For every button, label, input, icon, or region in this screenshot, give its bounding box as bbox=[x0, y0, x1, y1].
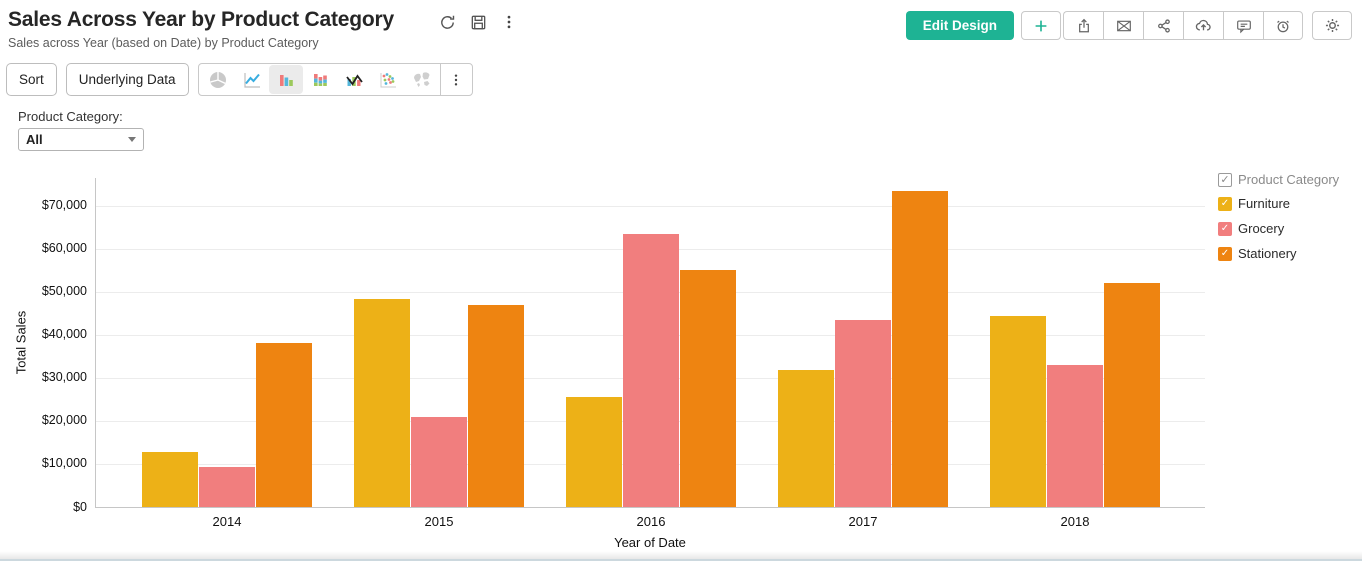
y-axis-tick-label: $60,000 bbox=[41, 241, 87, 256]
checkbox-icon[interactable]: ✓ bbox=[1218, 221, 1232, 236]
settings-icon[interactable] bbox=[1312, 11, 1352, 40]
gridline bbox=[95, 205, 1205, 207]
scatter-chart-icon[interactable] bbox=[371, 65, 405, 94]
checkbox-icon[interactable]: ✓ bbox=[1218, 172, 1232, 187]
more-vertical-icon[interactable] bbox=[498, 11, 520, 33]
report-action-group bbox=[1063, 11, 1303, 40]
y-axis-line bbox=[95, 178, 96, 507]
page-subtitle: Sales across Year (based on Date) by Pro… bbox=[8, 36, 319, 50]
x-axis-category-label: 2016 bbox=[636, 514, 666, 529]
title-actions bbox=[436, 11, 520, 33]
x-axis-category-label: 2018 bbox=[1060, 514, 1090, 529]
header-actions: Edit Design bbox=[905, 11, 1352, 40]
line-chart-icon[interactable] bbox=[235, 65, 269, 94]
chart-type-switcher bbox=[197, 63, 473, 96]
combo-chart-icon[interactable] bbox=[337, 65, 371, 94]
y-axis-tick-label: $40,000 bbox=[41, 327, 87, 342]
bar-stationery-2015[interactable] bbox=[468, 305, 525, 507]
y-axis-tick-label: $0 bbox=[73, 499, 87, 514]
pie-chart-icon[interactable] bbox=[201, 65, 235, 94]
legend-title-row[interactable]: ✓ Product Category bbox=[1218, 172, 1339, 187]
divider bbox=[439, 63, 441, 96]
bar-stationery-2017[interactable] bbox=[892, 190, 949, 507]
bar-furniture-2017[interactable] bbox=[777, 370, 834, 507]
bar-furniture-2015[interactable] bbox=[353, 299, 410, 507]
page-title: Sales Across Year by Product Category bbox=[8, 8, 394, 31]
filter-label: Product Category: bbox=[18, 109, 123, 124]
edit-design-button[interactable]: Edit Design bbox=[905, 11, 1014, 40]
checkbox-icon[interactable]: ✓ bbox=[1218, 196, 1232, 211]
bar-grocery-2016[interactable] bbox=[622, 233, 679, 507]
share-icon[interactable] bbox=[1143, 11, 1183, 40]
refresh-icon[interactable] bbox=[436, 11, 458, 33]
publish-icon[interactable] bbox=[1183, 11, 1223, 40]
alert-icon[interactable] bbox=[1263, 11, 1303, 40]
bar-furniture-2014[interactable] bbox=[141, 451, 198, 507]
bar-grocery-2018[interactable] bbox=[1046, 364, 1103, 507]
sort-button[interactable]: Sort bbox=[6, 63, 57, 96]
product-category-dropdown[interactable]: All bbox=[18, 128, 144, 151]
chevron-down-icon bbox=[128, 137, 136, 142]
y-axis-tick-label: $20,000 bbox=[41, 413, 87, 428]
bar-stationery-2014[interactable] bbox=[256, 342, 313, 507]
legend-item-label: Stationery bbox=[1238, 246, 1297, 261]
bar-grocery-2014[interactable] bbox=[198, 466, 255, 507]
add-icon[interactable] bbox=[1021, 11, 1061, 40]
bar-grocery-2015[interactable] bbox=[410, 416, 467, 507]
dropdown-value: All bbox=[26, 132, 43, 147]
bar-chart-icon[interactable] bbox=[268, 65, 303, 94]
stacked-bar-chart-icon[interactable] bbox=[303, 65, 337, 94]
email-icon[interactable] bbox=[1103, 11, 1143, 40]
x-axis-line bbox=[95, 507, 1205, 508]
x-axis-title: Year of Date bbox=[614, 535, 686, 550]
legend-item-label: Grocery bbox=[1238, 221, 1285, 236]
legend-item-label: Furniture bbox=[1238, 196, 1291, 211]
x-axis-category-label: 2017 bbox=[848, 514, 878, 529]
chart-legend: ✓ Product Category ✓ Furniture ✓ Grocery… bbox=[1218, 172, 1339, 271]
underlying-data-button[interactable]: Underlying Data bbox=[65, 63, 189, 96]
map-chart-icon[interactable] bbox=[405, 65, 439, 94]
y-axis-tick-label: $10,000 bbox=[41, 456, 87, 471]
comment-icon[interactable] bbox=[1223, 11, 1263, 40]
x-axis-category-label: 2015 bbox=[424, 514, 454, 529]
bar-grocery-2017[interactable] bbox=[834, 320, 891, 507]
save-icon[interactable] bbox=[467, 11, 489, 33]
legend-item-stationery[interactable]: ✓ Stationery bbox=[1218, 246, 1339, 261]
bar-furniture-2018[interactable] bbox=[989, 316, 1046, 507]
export-icon[interactable] bbox=[1063, 11, 1103, 40]
y-axis-title: Total Sales bbox=[13, 310, 29, 374]
y-axis-tick-label: $70,000 bbox=[41, 198, 87, 213]
bar-stationery-2016[interactable] bbox=[680, 270, 737, 507]
more-chart-types-icon[interactable] bbox=[442, 65, 470, 94]
checkbox-icon[interactable]: ✓ bbox=[1218, 246, 1232, 261]
legend-item-furniture[interactable]: ✓ Furniture bbox=[1218, 196, 1339, 211]
y-axis-tick-label: $30,000 bbox=[41, 370, 87, 385]
x-axis-category-label: 2014 bbox=[212, 514, 242, 529]
legend-item-grocery[interactable]: ✓ Grocery bbox=[1218, 221, 1339, 236]
bar-stationery-2018[interactable] bbox=[1104, 283, 1161, 507]
bar-furniture-2016[interactable] bbox=[565, 397, 622, 507]
chart-toolbar: Sort Underlying Data bbox=[6, 63, 473, 96]
bottom-scroll-strip[interactable] bbox=[0, 551, 1362, 561]
y-axis-tick-label: $50,000 bbox=[41, 284, 87, 299]
legend-title: Product Category bbox=[1238, 172, 1340, 187]
